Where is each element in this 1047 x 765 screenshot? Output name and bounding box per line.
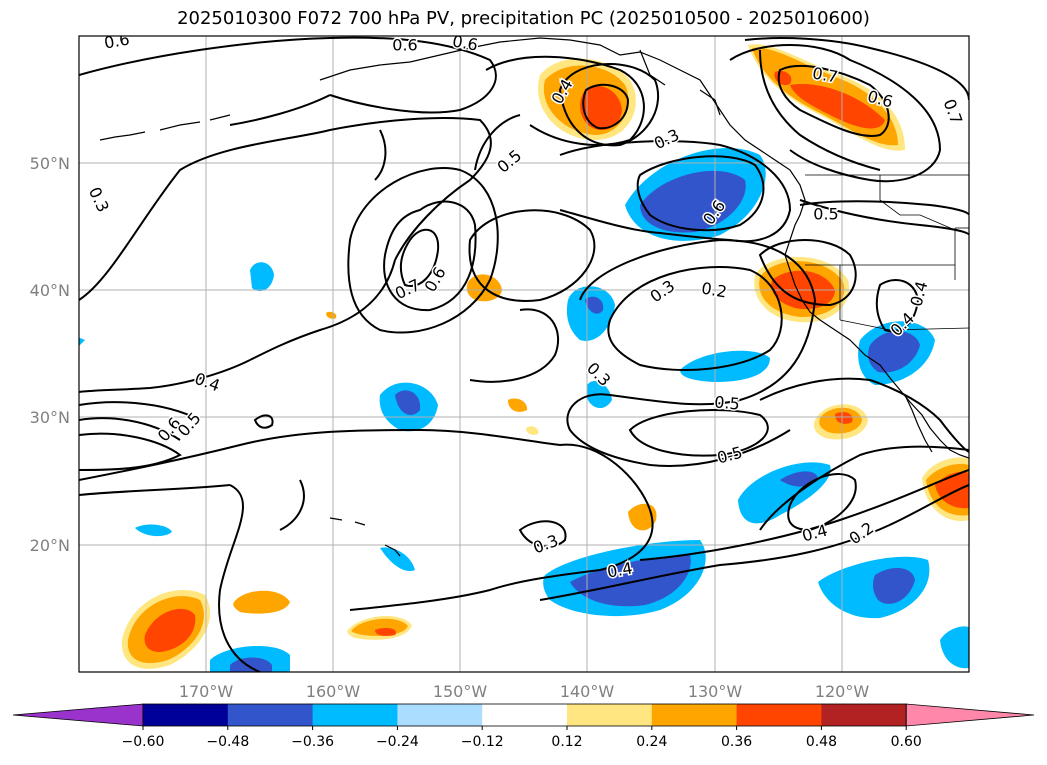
colorbar-extend-max — [905, 703, 1035, 727]
lon-tick-label: 150°W — [433, 682, 488, 701]
colorbar-tick-label: −0.48 — [206, 734, 249, 750]
lon-tick-label: 170°W — [179, 682, 234, 701]
lat-tick-label: 20°N — [30, 536, 70, 555]
colorbar-segment — [821, 704, 907, 726]
contour-label: 0.6 — [103, 29, 131, 52]
lon-tick-label: 120°W — [815, 682, 870, 701]
contour-label: 0.6 — [392, 36, 417, 55]
precipitation-shading — [79, 44, 969, 672]
colorbar-tick-labels: −0.60 −0.48 −0.36 −0.24 −0.12 0.12 0.24 0.36 0.4… — [122, 726, 922, 750]
gridlines — [79, 36, 969, 672]
colorbar — [12, 703, 1035, 727]
lat-tick-label: 50°N — [30, 154, 70, 173]
lat-tick-label: 30°N — [30, 408, 70, 427]
pv-contours — [79, 36, 969, 672]
colorbar-segment — [397, 704, 483, 726]
colorbar-segment — [482, 704, 568, 726]
precip-positive-areas — [121, 44, 969, 669]
colorbar-tick-label: −0.24 — [376, 734, 419, 750]
colorbar-tick-label: −0.36 — [291, 734, 334, 750]
contour-label: 0.5 — [714, 392, 741, 413]
lon-tick-label: 140°W — [560, 682, 615, 701]
colorbar-frame — [142, 703, 907, 727]
colorbar-segment — [567, 704, 653, 726]
colorbar-tick-label: 0.60 — [891, 734, 922, 750]
map-frame — [78, 35, 970, 673]
colorbar-segment — [143, 704, 229, 726]
contour-label: 0.6 — [451, 31, 479, 54]
contour-label: 0.4 — [606, 558, 634, 581]
lon-tick-label: 130°W — [688, 682, 743, 701]
colorbar-segment — [312, 704, 398, 726]
colorbar-segment — [651, 704, 738, 726]
colorbar-tick-label: 0.12 — [551, 734, 582, 750]
colorbar-extend-min — [12, 703, 144, 727]
map-panel: 0.6 0.6 0.60.40.30.50.6 0.50.70.60.70.6 0.70… — [79, 29, 969, 672]
colorbar-segment — [736, 704, 822, 726]
lat-tick-label: 40°N — [30, 281, 70, 300]
contour-label: 0.5 — [813, 205, 838, 224]
longitude-tick-labels: 170°W 160°W 150°W 140°W 130°W 120°W — [179, 682, 870, 701]
colorbar-tick-label: 0.36 — [721, 734, 752, 750]
latitude-tick-labels: 20°N 30°N 40°N 50°N — [30, 154, 70, 555]
lon-tick-label: 160°W — [306, 682, 361, 701]
colorbar-tick-label: −0.60 — [122, 734, 165, 750]
coastlines — [99, 37, 969, 557]
state-borders — [805, 174, 969, 331]
colorbar-tick-label: 0.24 — [636, 734, 667, 750]
colorbar-segment — [227, 704, 314, 726]
colorbar-tick-label: 0.48 — [806, 734, 837, 750]
map-title: 2025010300 F072 700 hPa PV, precipitatio… — [177, 8, 870, 29]
colorbar-tick-label: −0.12 — [461, 734, 504, 750]
